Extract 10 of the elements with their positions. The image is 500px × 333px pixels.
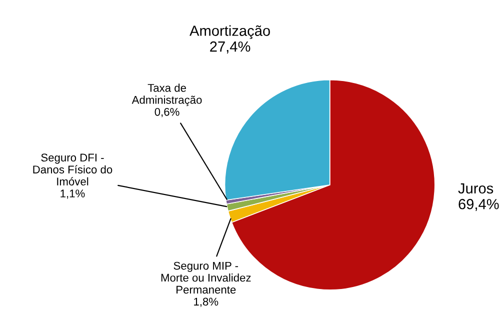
- data-label: 69,4%: [458, 198, 499, 211]
- slice-label: Seguro DFI - Danos Físico do Imóvel: [33, 154, 112, 186]
- slice-label: Amortização: [190, 25, 270, 39]
- data-label: 27,4%: [210, 41, 250, 54]
- slice-label: Taxa de Administração: [132, 84, 202, 106]
- data-label: 0,6%: [154, 108, 180, 118]
- data-label: 1,1%: [60, 190, 85, 199]
- slice-label: Seguro MIP - Morte ou Invalidez Permanente: [161, 262, 251, 294]
- slice-label: Juros: [458, 183, 494, 194]
- data-label: 1,8%: [194, 298, 218, 307]
